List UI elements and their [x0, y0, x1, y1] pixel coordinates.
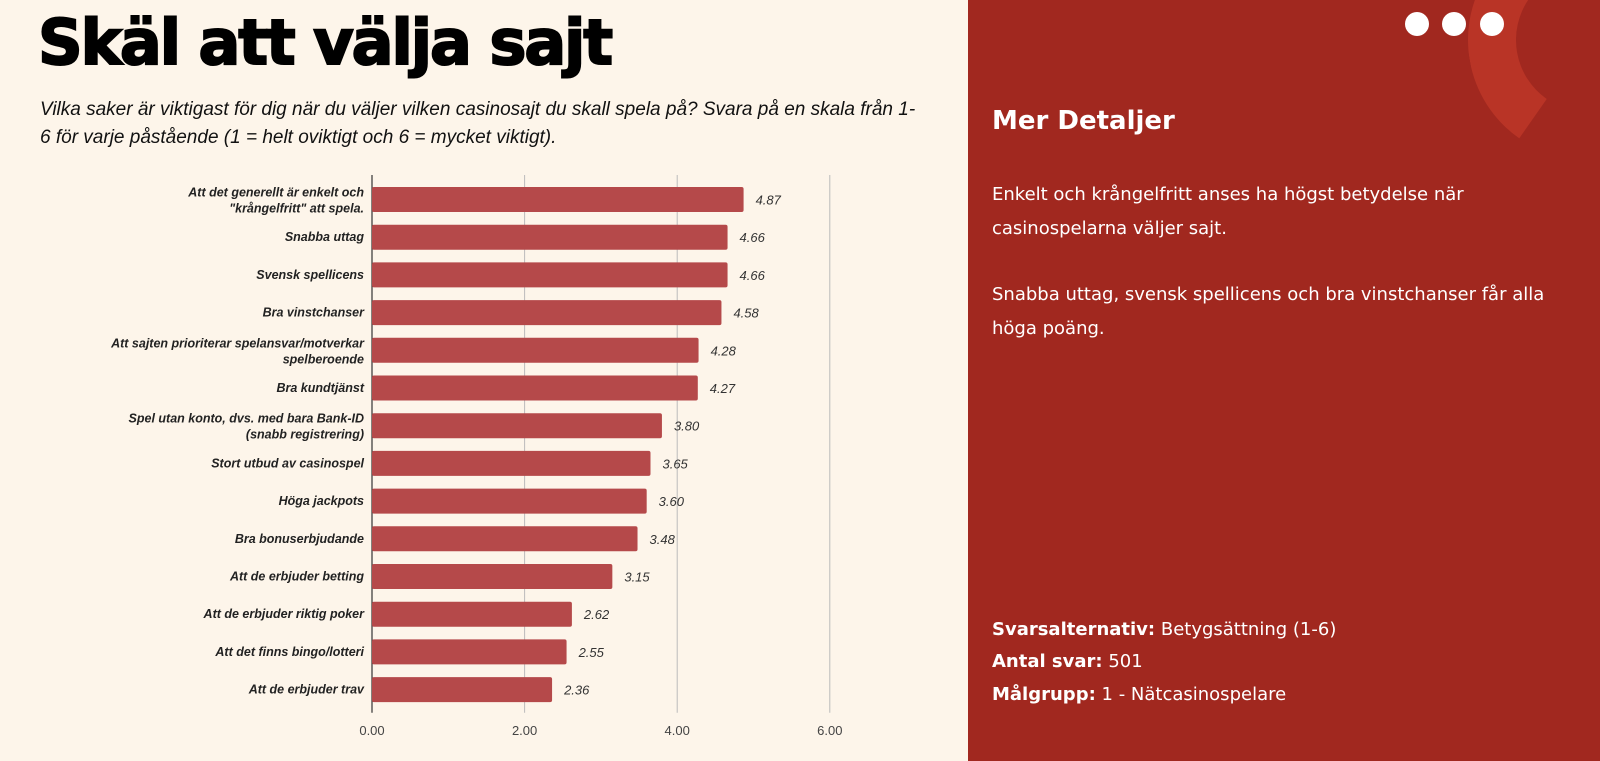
x-tick-label: 0.00: [359, 723, 384, 738]
chart-subtitle: Vilka saker är viktigast för dig när du …: [40, 99, 916, 148]
data-label: 4.66: [740, 230, 766, 245]
x-tick-label: 2.00: [512, 723, 537, 738]
data-label: 2.55: [578, 645, 605, 660]
bar: [372, 639, 567, 665]
category-label: Att sajten prioriterar spelansvar/motver…: [110, 336, 365, 366]
data-label: 3.80: [674, 419, 700, 434]
bar: [372, 677, 553, 703]
details-title: Mer Detaljer: [992, 106, 1175, 136]
category-label: Stort utbud av casinospel: [211, 456, 364, 470]
bar: [372, 601, 572, 627]
data-label: 4.58: [733, 306, 759, 321]
data-label: 3.48: [650, 532, 676, 547]
bar: [372, 564, 613, 590]
decorative-arc: [1448, 0, 1600, 180]
category-label: Bra bonuserbjudande: [235, 532, 364, 546]
category-label: Bra vinstchanser: [263, 306, 366, 320]
meta-label: Antal svar:: [992, 651, 1103, 672]
bar: [372, 300, 722, 326]
data-label: 4.87: [756, 193, 782, 208]
page-title: Skäl att välja sajt: [37, 5, 614, 80]
meta-antal-svar: Antal svar: 501: [992, 651, 1143, 672]
category-label: Svensk spellicens: [256, 268, 364, 282]
data-label: 3.65: [662, 456, 688, 471]
bar-chart: 0.00 2.00 4.00 6.00 4.87 Att det generellt är…: [110, 175, 842, 738]
bar: [372, 413, 662, 439]
meta-value: 501: [1108, 651, 1143, 672]
x-tick-label: 4.00: [665, 723, 690, 738]
category-label: Snabba uttag: [285, 230, 365, 244]
bar: [372, 262, 728, 288]
category-label: Att det finns bingo/lotteri: [214, 645, 364, 659]
x-tick-label: 6.00: [817, 723, 842, 738]
bar: [372, 187, 744, 213]
category-label: Bra kundtjänst: [276, 381, 364, 395]
data-label: 4.27: [710, 381, 736, 396]
details-panel: Mer Detaljer Enkelt och krångelfritt ans…: [968, 0, 1600, 761]
category-label: Att de erbjuder riktig poker: [203, 607, 366, 621]
dot-icon: [1405, 12, 1429, 36]
bar: [372, 450, 651, 476]
meta-label: Svarsalternativ:: [992, 619, 1156, 640]
data-label: 4.28: [711, 343, 737, 358]
data-label: 4.66: [740, 268, 766, 283]
data-label: 2.36: [563, 683, 590, 698]
dot-icon: [1480, 12, 1504, 36]
bar: [372, 488, 647, 514]
meta-svarsalternativ: Svarsalternativ: Betygsättning (1-6): [992, 619, 1336, 640]
category-label: Spel utan konto, dvs. med bara Bank-ID (s…: [129, 412, 364, 442]
category-label: Höga jackpots: [279, 494, 364, 508]
data-label: 3.60: [659, 494, 685, 509]
bar: [372, 375, 698, 401]
dot-icon: [1442, 12, 1466, 36]
meta-value: 1 - Nätcasinospelare: [1101, 684, 1287, 705]
data-label: 2.62: [583, 607, 610, 622]
bar: [372, 337, 699, 363]
meta-label: Målgrupp:: [992, 684, 1096, 705]
chart-panel: Skäl att välja sajt Vilka saker är vikti…: [36, 5, 916, 738]
data-label: 3.15: [624, 570, 650, 585]
bar: [372, 224, 728, 250]
details-paragraph-1: Enkelt och krångelfritt anses ha högst b…: [992, 184, 1464, 239]
category-label: Att de erbjuder betting: [229, 570, 364, 584]
category-label: Att de erbjuder trav: [248, 683, 365, 697]
meta-malgrupp: Målgrupp: 1 - Nätcasinospelare: [992, 684, 1286, 705]
meta-value: Betygsättning (1-6): [1160, 619, 1337, 640]
details-paragraph-2: Snabba uttag, svensk spellicens och bra …: [992, 284, 1545, 339]
bar: [372, 526, 638, 552]
category-label: Att det generellt är enkelt och "krångelf…: [187, 186, 364, 216]
